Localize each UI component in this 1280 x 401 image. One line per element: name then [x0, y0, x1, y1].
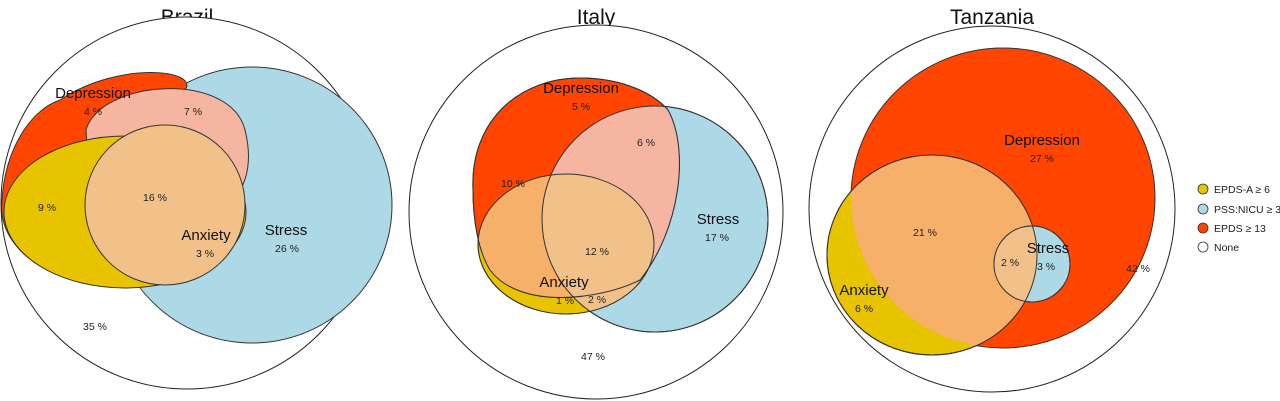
value-none-tanzania: 42 % — [1126, 263, 1150, 275]
all-three-region-italy — [542, 174, 654, 313]
label-depression-tanzania: Depression — [1004, 132, 1080, 149]
label-anxiety-brazil: Anxiety — [181, 227, 231, 244]
value-all-three-italy: 12 % — [585, 246, 609, 258]
legend-swatch — [1197, 241, 1209, 253]
anxiety-arc-in-stress-tanzania — [994, 226, 1038, 302]
anxiety-outline-italy — [477, 173, 655, 315]
legend-label: None — [1214, 242, 1239, 254]
legend: EPDS-A ≥ 6 PSS:NICU ≥ 3 EPDS ≥ 13 None — [1197, 183, 1280, 254]
label-anxiety-tanzania: Anxiety — [839, 282, 889, 299]
value-stress-only-brazil: 26 % — [275, 243, 299, 255]
value-depression-stress-italy: 6 % — [637, 137, 655, 149]
all-three-region-brazil — [84, 124, 246, 286]
panel-title-tanzania: Tanzania — [950, 6, 1034, 29]
legend-item-stress: PSS:NICU ≥ 3 — [1197, 203, 1280, 216]
value-depression-only-tanzania: 27 % — [1030, 153, 1054, 165]
value-depression-stress-brazil: 7 % — [184, 106, 202, 118]
value-depression-anxiety-brazil: 9 % — [38, 202, 56, 214]
value-stress-only-italy: 17 % — [705, 232, 729, 244]
value-anxiety-only-tanzania: 6 % — [855, 303, 873, 315]
label-stress-tanzania: Stress — [1027, 240, 1070, 257]
label-anxiety-italy: Anxiety — [539, 274, 589, 291]
value-depression-stress-tanzania: 2 % — [1001, 257, 1019, 269]
legend-label: PSS:NICU ≥ 3 — [1214, 204, 1280, 216]
depression-outline-italy — [472, 77, 680, 298]
value-none-brazil: 35 % — [83, 321, 107, 333]
legend-swatch — [1197, 222, 1209, 234]
value-depression-only-brazil: 4 % — [84, 106, 102, 118]
value-anxiety-only-italy: 1 % — [556, 295, 574, 307]
value-depression-anxiety-tanzania: 21 % — [913, 227, 937, 239]
legend-item-none: None — [1197, 241, 1239, 254]
label-stress-italy: Stress — [697, 211, 740, 228]
value-stress-only-tanzania: 3 % — [1037, 261, 1055, 273]
value-all-three-brazil: 16 % — [143, 192, 167, 204]
value-anxiety-stress-brazil: 3 % — [196, 248, 214, 260]
legend-item-depression: EPDS ≥ 13 — [1197, 222, 1266, 235]
legend-item-anxiety: EPDS-A ≥ 6 — [1197, 183, 1270, 196]
panel-italy: Italy Depression Anxiety Stress 5 % 6 % … — [408, 6, 784, 400]
legend-swatch — [1197, 183, 1209, 195]
panel-brazil: Brazil Depression Anxiety Stress 4 % 7 %… — [0, 6, 393, 390]
stress-outline-italy — [541, 105, 769, 333]
label-depression-brazil: Depression — [55, 85, 131, 102]
legend-swatch — [1197, 203, 1209, 215]
value-depression-anxiety-italy: 10 % — [501, 178, 525, 190]
value-depression-only-italy: 5 % — [572, 101, 590, 113]
panel-title-italy: Italy — [577, 6, 616, 29]
value-none-italy: 47 % — [581, 351, 605, 363]
panel-tanzania: Tanzania Depression Anxiety Stress 27 % … — [808, 6, 1176, 393]
legend-label: EPDS ≥ 13 — [1214, 223, 1266, 235]
value-anxiety-stress-italy: 2 % — [588, 294, 606, 306]
legend-label: EPDS-A ≥ 6 — [1214, 184, 1270, 196]
label-stress-brazil: Stress — [265, 222, 308, 239]
label-depression-italy: Depression — [543, 80, 619, 97]
